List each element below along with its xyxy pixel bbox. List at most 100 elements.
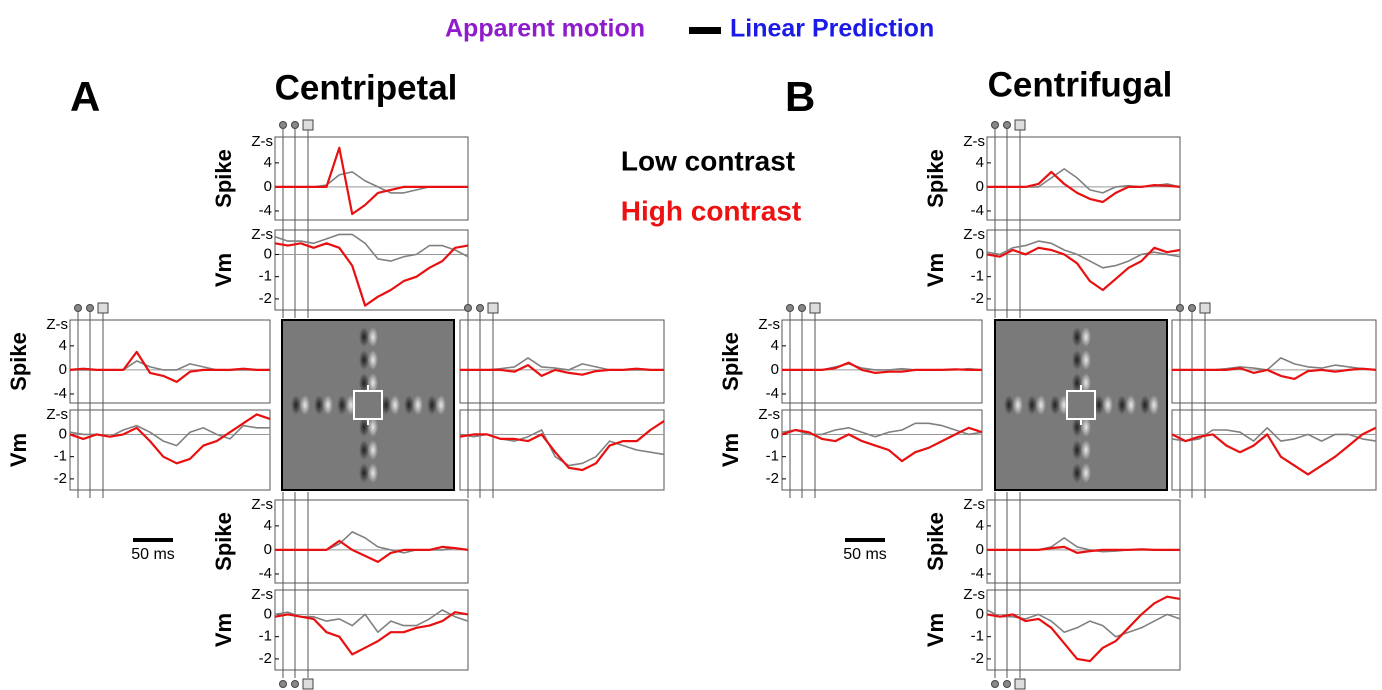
y-tick-label: 0: [59, 425, 67, 442]
stimulus-icon: [279, 680, 287, 688]
stimulus: [994, 319, 1168, 491]
trace-plot: [459, 302, 665, 498]
y-tick-label: -2: [259, 650, 272, 667]
stimulus-icon: [1199, 302, 1211, 314]
legend-entry: Low contrast: [621, 145, 795, 176]
y-tick-label: -2: [766, 470, 779, 487]
trace: [459, 420, 665, 472]
plot-frame: [986, 499, 1181, 584]
y-tick-label: 4: [976, 517, 984, 534]
plot-frame: [781, 409, 983, 491]
trace: [782, 361, 982, 374]
stimulus-icon: [487, 302, 499, 314]
gabor: [291, 395, 301, 415]
scale-bar-label: 50 ms: [843, 546, 887, 563]
y-tick-label: 4: [264, 154, 272, 171]
plot-frame: [986, 229, 1181, 311]
stimulus-icon: [291, 680, 299, 688]
trace-plot: [1171, 302, 1377, 498]
trace-plot: 0 -1 -2 Z-s Vm: [6, 406, 271, 491]
gabor: [1081, 417, 1091, 437]
gabor: [368, 373, 378, 393]
stimulus-icon: [74, 304, 82, 312]
gabor: [359, 440, 369, 460]
gabor: [359, 417, 369, 437]
stimulus-icon: [786, 304, 794, 312]
stimulus-icon: [302, 678, 314, 690]
y-unit: Z-s: [963, 226, 985, 243]
gabor: [1072, 463, 1082, 483]
y-unit: Z-s: [963, 496, 985, 513]
plot-frame: [69, 319, 271, 404]
trace: [986, 595, 1181, 663]
trace: [69, 413, 271, 465]
trace: [274, 611, 469, 656]
y-axis-label: Vm: [923, 613, 948, 647]
y-axis-label: Spike: [923, 149, 948, 208]
gabor: [1072, 417, 1082, 437]
stimulus: [281, 319, 455, 491]
stimulus-icon: [1014, 119, 1026, 131]
gabor: [300, 395, 310, 415]
gabor: [359, 373, 369, 393]
gabor: [359, 350, 369, 370]
gabor: [1103, 395, 1113, 415]
plot-frame: [274, 229, 469, 311]
y-tick-label: 0: [976, 178, 984, 195]
plot-frame: [781, 319, 983, 404]
trace: [274, 242, 469, 307]
trace-plot: 4 0 -4 Z-s Spike: [211, 492, 469, 690]
trace: [274, 233, 469, 262]
y-axis-label: Vm: [211, 253, 236, 287]
stimulus-icon: [798, 304, 806, 312]
stimulus-icon: [86, 304, 94, 312]
stimulus-icon: [1003, 121, 1011, 129]
gabor: [323, 395, 333, 415]
trace-plot: 4 0 -4 Z-s Spike: [923, 492, 1181, 690]
trace-plot: 0 -1 -2 Z-s Vm: [211, 586, 469, 671]
gabor: [368, 327, 378, 347]
y-unit: Z-s: [251, 133, 273, 150]
plot-frame: [69, 409, 271, 491]
y-axis-label: Spike: [923, 512, 948, 571]
trace: [986, 246, 1181, 292]
gabor: [368, 350, 378, 370]
gabor: [1117, 395, 1127, 415]
plot-frame: [274, 499, 469, 584]
y-unit: Z-s: [46, 316, 68, 333]
y-tick-label: 0: [976, 245, 984, 262]
trace: [1172, 357, 1377, 371]
plot-frame: [986, 589, 1181, 671]
y-axis-label: Spike: [211, 512, 236, 571]
y-tick-label: -4: [259, 565, 272, 582]
y-axis-label: Spike: [6, 332, 31, 391]
stimulus-icon: [1014, 678, 1026, 690]
y-tick-label: 0: [264, 605, 272, 622]
trace: [987, 545, 1180, 554]
gabor: [359, 463, 369, 483]
gabor: [381, 395, 391, 415]
gabor: [390, 395, 400, 415]
y-unit: Z-s: [46, 406, 68, 423]
gabor: [1072, 327, 1082, 347]
gabor: [368, 463, 378, 483]
panel-title: Centrifugal: [988, 65, 1173, 104]
panel-title: Centripetal: [275, 68, 458, 107]
plot-frame: [459, 409, 665, 491]
plots: 4 0 -4 Z-s Spike 0 -1 -2 Z-s Vm 4 0 -4 Z-s Spike 0 -1 -2 Z…: [6, 119, 1377, 690]
gabor: [413, 395, 423, 415]
gabor: [1126, 395, 1136, 415]
y-tick-label: 4: [976, 154, 984, 171]
stimulus-icon: [809, 302, 821, 314]
stimulus-icon: [279, 121, 287, 129]
plot-frame: [986, 136, 1181, 221]
trace-plot: 4 0 -4 Z-s Spike: [211, 119, 469, 318]
y-tick-label: 0: [264, 541, 272, 558]
gabor: [1081, 327, 1091, 347]
y-unit: Z-s: [963, 133, 985, 150]
trace-plot: 4 0 -4 Z-s Spike: [718, 302, 983, 498]
scale-bar-label: 50 ms: [131, 546, 175, 563]
y-tick-label: 4: [264, 517, 272, 534]
title-left: Apparent motion: [445, 15, 645, 43]
gabor: [1004, 395, 1014, 415]
